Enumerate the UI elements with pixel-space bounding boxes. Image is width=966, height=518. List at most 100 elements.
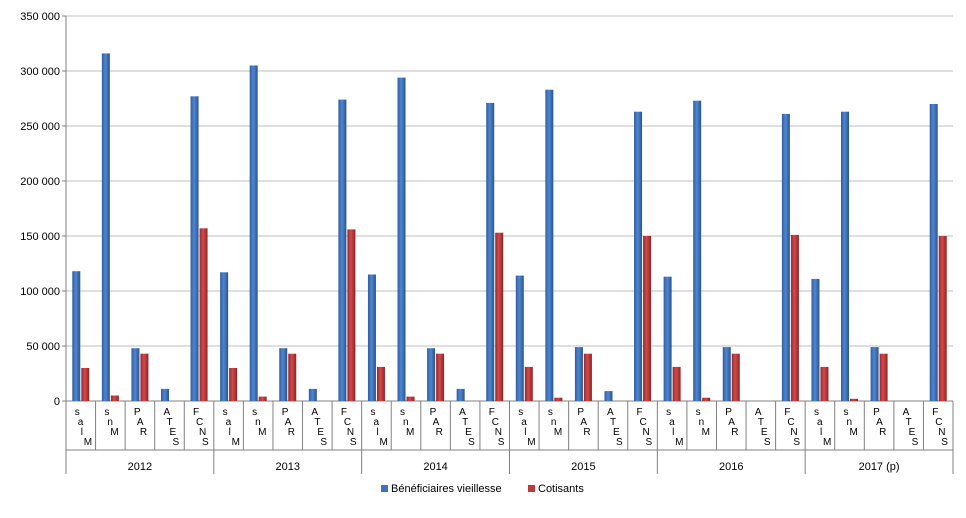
bar-beneficiaires: [929, 104, 938, 401]
category-label-glyph: C: [640, 417, 647, 428]
category-label-glyph: S: [498, 437, 505, 448]
category-label-glyph: E: [317, 427, 324, 438]
category-label-glyph: s: [666, 407, 671, 418]
legend-swatch: [528, 485, 535, 492]
category-label-glyph: M: [84, 437, 92, 448]
category-label-glyph: N: [199, 427, 206, 438]
bar-beneficiaires: [663, 276, 672, 401]
category-label-glyph: M: [379, 437, 387, 448]
category-label-glyph: s: [400, 407, 405, 418]
category-label-glyph: P: [725, 407, 732, 418]
category-label-glyph: F: [637, 407, 643, 418]
category-label-glyph: R: [879, 427, 886, 438]
bar-cotisants: [554, 397, 563, 401]
category-label-glyph: N: [495, 427, 502, 438]
category-label-glyph: S: [912, 437, 919, 448]
category-label-glyph: n: [403, 417, 409, 428]
category-label-glyph: E: [169, 427, 176, 438]
bar-cotisants: [731, 353, 740, 401]
category-label-glyph: E: [909, 427, 916, 438]
category-label-glyph: a: [817, 417, 823, 428]
bar-beneficiaires: [545, 89, 554, 401]
category-label-glyph: s: [75, 407, 80, 418]
category-label-glyph: T: [314, 417, 320, 428]
y-tick-label: 100 000: [20, 286, 60, 298]
category-label-glyph: S: [350, 437, 357, 448]
bar-cotisants: [879, 353, 888, 401]
category-label-glyph: a: [521, 417, 527, 428]
category-label-glyph: P: [134, 407, 141, 418]
category-label-glyph: T: [610, 417, 616, 428]
gridlines: [66, 15, 953, 347]
category-label-glyph: T: [166, 417, 172, 428]
category-label-glyph: a: [373, 417, 379, 428]
category-label-glyph: M: [823, 437, 831, 448]
category-label-glyph: F: [341, 407, 347, 418]
bar-cotisants: [140, 353, 149, 401]
category-label-glyph: n: [107, 417, 113, 428]
category-label-glyph: R: [731, 427, 738, 438]
group-label: 2017 (p): [859, 461, 900, 473]
bar-beneficiaires: [781, 113, 790, 402]
category-label-glyph: A: [728, 417, 735, 428]
category-label-glyph: s: [370, 407, 375, 418]
category-label-glyph: N: [347, 427, 354, 438]
category-label-glyph: A: [903, 407, 910, 418]
bar-beneficiaires: [515, 275, 524, 401]
category-label-glyph: l: [376, 427, 378, 438]
category-label-glyph: S: [764, 437, 771, 448]
category-label-glyph: R: [140, 427, 147, 438]
category-label-glyph: N: [790, 427, 797, 438]
category-label-glyph: T: [462, 417, 468, 428]
category-label-glyph: s: [696, 407, 701, 418]
category-label-glyph: s: [814, 407, 819, 418]
category-label-glyph: M: [406, 427, 414, 438]
x-axis-group-labels: 2012 2013 2014 2015 2016 2017 (p): [128, 461, 900, 473]
category-label-glyph: s: [223, 407, 228, 418]
bar-cotisants: [820, 366, 829, 401]
category-label-glyph: E: [613, 427, 620, 438]
y-tick-label: 0: [54, 396, 60, 408]
category-label-glyph: M: [850, 427, 858, 438]
bar-cotisants: [436, 353, 445, 401]
category-label-glyph: S: [172, 437, 179, 448]
category-label-glyph: M: [110, 427, 118, 438]
group-label: 2014: [423, 461, 447, 473]
category-label-glyph: S: [468, 437, 475, 448]
bar-beneficiaires: [604, 391, 613, 401]
category-label-glyph: N: [643, 427, 650, 438]
group-label: 2015: [571, 461, 595, 473]
bar-cotisants: [524, 366, 533, 401]
category-label-glyph: M: [258, 427, 266, 438]
bar-cotisants: [702, 397, 711, 401]
bar-cotisants: [643, 236, 652, 401]
category-label-glyph: a: [226, 417, 232, 428]
category-label-glyph: S: [941, 437, 948, 448]
category-label-glyph: P: [282, 407, 289, 418]
category-label-glyph: s: [844, 407, 849, 418]
category-label-glyph: R: [436, 427, 443, 438]
legend-swatch: [381, 485, 388, 492]
group-label: 2012: [128, 461, 152, 473]
category-label-glyph: N: [938, 427, 945, 438]
bar-cotisants: [376, 366, 385, 401]
bar-beneficiaires: [397, 77, 406, 401]
category-label-glyph: S: [646, 437, 653, 448]
bar-cotisants: [229, 368, 238, 401]
bar-beneficiaires: [870, 347, 879, 401]
category-label-glyph: M: [554, 427, 562, 438]
category-label-glyph: A: [876, 417, 883, 428]
category-label-glyph: n: [255, 417, 261, 428]
category-label-glyph: S: [793, 437, 800, 448]
category-label-glyph: l: [820, 427, 822, 438]
y-tick-label: 350 000: [20, 11, 60, 23]
bar-beneficiaires: [841, 111, 850, 401]
category-label-glyph: F: [193, 407, 199, 418]
category-label-glyph: E: [761, 427, 768, 438]
bar-beneficiaires: [131, 348, 140, 401]
bar-cotisants: [850, 398, 859, 401]
category-label-glyph: R: [583, 427, 590, 438]
bar-beneficiaires: [634, 111, 643, 401]
category-label-glyph: l: [229, 427, 231, 438]
bar-beneficiaires: [811, 278, 820, 401]
